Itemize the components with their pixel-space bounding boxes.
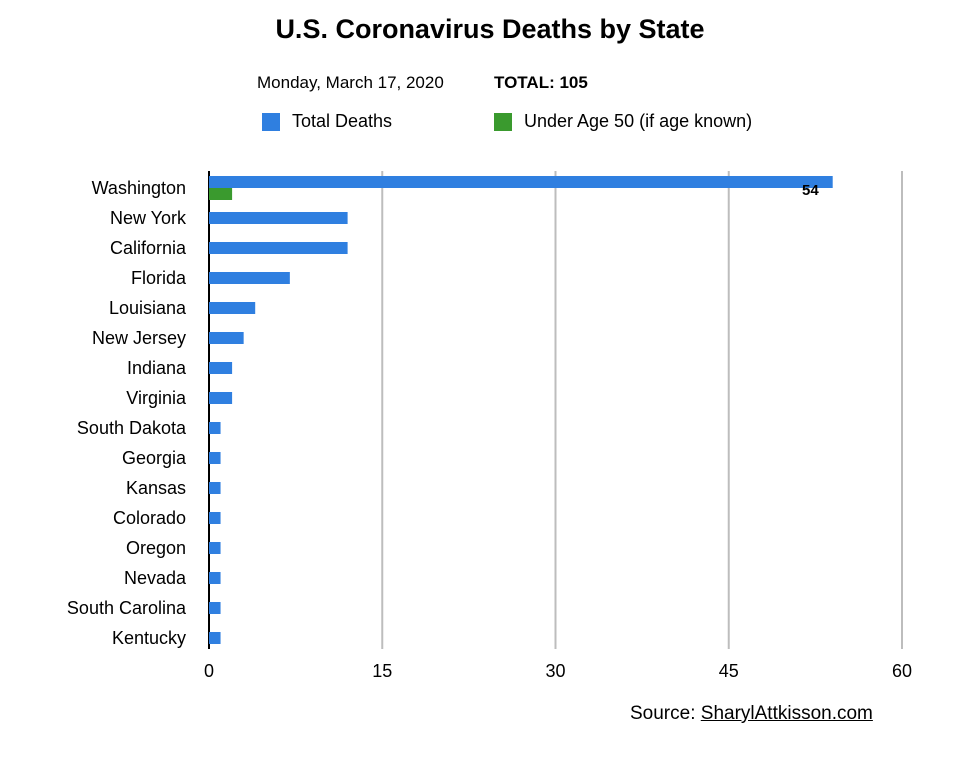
category-label-new-jersey: New Jersey — [92, 328, 186, 348]
category-label-kentucky: Kentucky — [112, 628, 186, 648]
x-tick-label-30: 30 — [545, 661, 565, 681]
bar-total-georgia — [209, 452, 221, 464]
x-tick-label-15: 15 — [372, 661, 392, 681]
chart-title: U.S. Coronavirus Deaths by State — [275, 14, 705, 44]
category-label-washington: Washington — [92, 178, 186, 198]
category-label-south-carolina: South Carolina — [67, 598, 187, 618]
bar-total-kansas — [209, 482, 221, 494]
total-count: TOTAL: 105 — [494, 73, 588, 92]
x-tick-label-45: 45 — [719, 661, 739, 681]
data-label-washington: 54 — [802, 182, 819, 199]
legend-item-under50: Under Age 50 (if age known) — [494, 111, 752, 132]
bar-total-california — [209, 242, 348, 254]
bar-total-south-carolina — [209, 602, 221, 614]
bar-total-new-jersey — [209, 332, 244, 344]
bar-total-indiana — [209, 362, 233, 374]
category-label-louisiana: Louisiana — [109, 298, 187, 318]
category-label-virginia: Virginia — [126, 388, 187, 408]
legend-item-total: Total Deaths — [262, 111, 392, 132]
bar-total-colorado — [209, 512, 221, 524]
bar-total-florida — [209, 272, 290, 284]
category-label-new-york: New York — [110, 208, 187, 228]
category-label-kansas: Kansas — [126, 478, 186, 498]
bar-total-south-dakota — [209, 422, 221, 434]
category-label-georgia: Georgia — [122, 448, 187, 468]
x-tick-label-0: 0 — [204, 661, 214, 681]
bar-total-washington — [209, 176, 833, 188]
source-prefix: Source: — [630, 703, 701, 724]
category-label-nevada: Nevada — [124, 568, 187, 588]
bar-total-virginia — [209, 392, 233, 404]
legend-label-total: Total Deaths — [292, 111, 393, 131]
chart-date: Monday, March 17, 2020 — [257, 73, 444, 92]
category-label-colorado: Colorado — [113, 508, 186, 528]
bar-total-kentucky — [209, 632, 221, 644]
x-tick-label-60: 60 — [892, 661, 912, 681]
legend-swatch-total — [262, 112, 280, 131]
source-link[interactable]: SharylAttkisson.com — [700, 703, 873, 724]
category-label-south-dakota: South Dakota — [77, 418, 187, 438]
bar-total-new-york — [209, 212, 348, 224]
source-credit: Source: SharylAttkisson.com — [630, 703, 873, 725]
category-label-california: California — [110, 238, 187, 258]
legend-swatch-under50 — [494, 112, 512, 131]
category-label-oregon: Oregon — [126, 538, 186, 558]
category-label-florida: Florida — [131, 268, 187, 288]
bar-total-oregon — [209, 542, 221, 554]
bar-under50-washington — [209, 188, 233, 200]
category-label-indiana: Indiana — [127, 358, 187, 378]
legend-label-under50: Under Age 50 (if age known) — [524, 111, 753, 131]
bar-total-louisiana — [209, 302, 256, 314]
bar-total-nevada — [209, 572, 221, 584]
